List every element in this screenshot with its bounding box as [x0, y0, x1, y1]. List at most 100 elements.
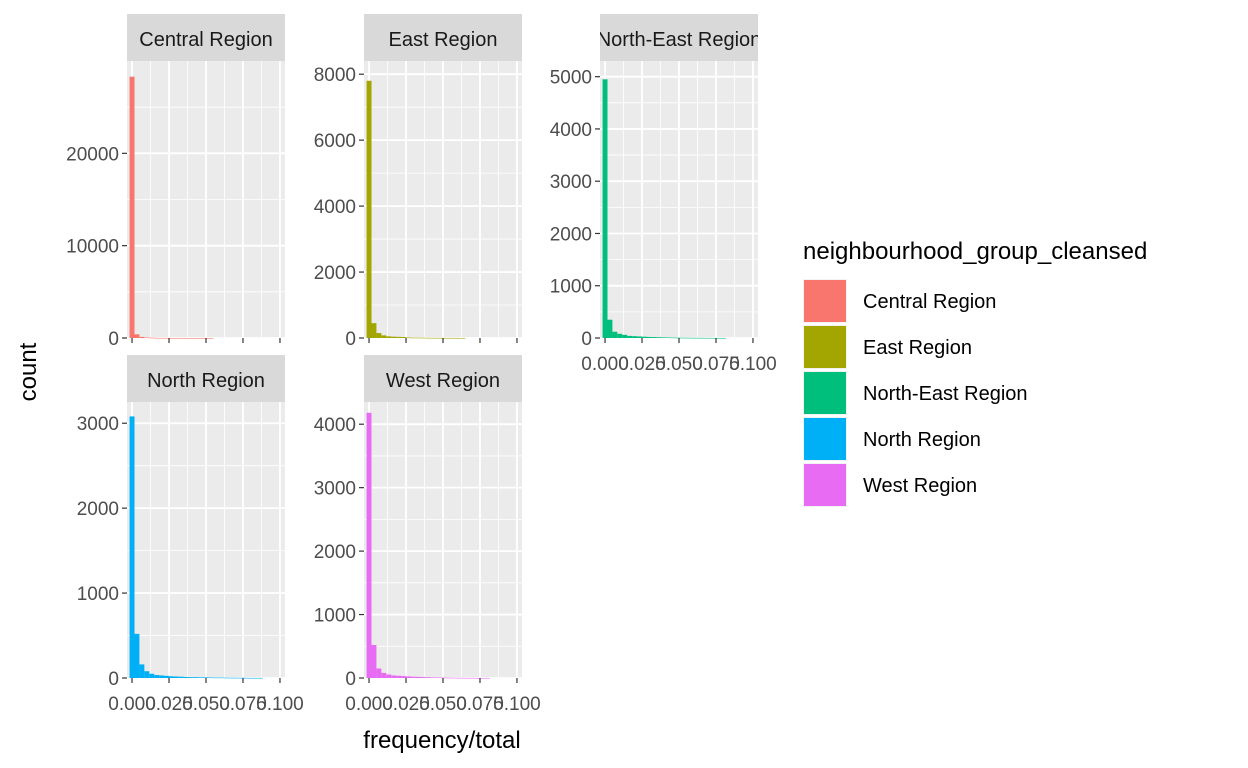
facet-panel: North Region 0 1000 2000 3000 0.0000.0250.050…	[77, 355, 304, 715]
histogram-bar	[169, 337, 174, 339]
histogram-bar	[691, 337, 697, 339]
histogram-bar	[401, 337, 407, 338]
histogram-bar	[484, 677, 490, 679]
legend-label: West Region	[863, 475, 977, 497]
histogram-bar	[154, 337, 160, 339]
legend: neighbourhood_group_cleansed Central Reg…	[803, 238, 1147, 507]
histogram-bar	[381, 672, 387, 678]
histogram-bar	[406, 337, 411, 339]
histogram-bar	[198, 337, 204, 339]
histogram-bar	[671, 337, 677, 339]
histogram-bar	[420, 677, 426, 678]
facet-panel: West Region010002000300040000.0000.0250.…	[314, 355, 541, 715]
histogram-bar	[396, 336, 402, 338]
legend-label: North Region	[863, 429, 981, 451]
histogram-bar	[188, 337, 194, 339]
histogram-bar	[701, 337, 707, 339]
facet-panel: East Region 0 2000 4000 6000 8000	[314, 14, 522, 350]
histogram-bar	[617, 333, 623, 338]
histogram-bar	[415, 676, 421, 678]
histogram-bar	[208, 677, 214, 679]
x-tick-label: 0.025	[618, 354, 666, 375]
histogram-bar	[159, 675, 165, 678]
histogram-bar	[178, 337, 184, 339]
histogram-bar	[188, 677, 194, 678]
histogram-bar	[646, 336, 652, 338]
histogram-bar	[159, 337, 165, 339]
histogram-bar	[681, 337, 687, 339]
histogram-bar	[371, 323, 377, 338]
histogram-bar	[129, 76, 135, 339]
histogram-bar	[445, 677, 451, 679]
histogram-bar	[420, 337, 426, 339]
histogram-bar	[223, 677, 229, 679]
facet-strip	[127, 355, 285, 402]
histogram-bar	[435, 677, 441, 679]
y-tick-label: 10000	[66, 237, 119, 258]
histogram-bar	[169, 676, 174, 678]
histogram-bar	[228, 677, 234, 679]
facet-strip-label: North-East Region	[597, 29, 762, 51]
histogram-bar	[651, 337, 657, 338]
histogram-bar	[178, 676, 184, 678]
histogram-bar	[711, 337, 716, 339]
x-tick-label: 0.100	[256, 694, 304, 715]
histogram-bar	[470, 677, 476, 679]
histogram-bar	[154, 675, 160, 678]
histogram-bar	[406, 676, 411, 678]
legend-key	[804, 464, 846, 506]
histogram-bar	[252, 677, 258, 679]
histogram-bar	[627, 335, 633, 338]
histogram-bar	[637, 336, 643, 338]
facet-strip-label: West Region	[386, 370, 500, 392]
histogram-bar	[401, 676, 407, 678]
x-tick-label: 0.050	[182, 694, 230, 715]
histogram-bar	[696, 337, 702, 339]
histogram-bar	[144, 337, 150, 339]
histogram-bar	[381, 335, 387, 338]
facet-strip-label: North Region	[147, 370, 265, 392]
legend-label: North-East Region	[863, 383, 1028, 405]
histogram-bar	[242, 677, 248, 679]
histogram-bar	[183, 337, 189, 339]
histogram-bar	[410, 337, 416, 339]
histogram-bar	[129, 416, 135, 678]
y-tick-label: 2000	[314, 263, 356, 284]
x-tick-label: 0.025	[145, 694, 193, 715]
histogram-bar	[720, 337, 726, 339]
histogram-bar	[386, 336, 392, 338]
x-tick-label: 0.075	[219, 694, 267, 715]
histogram-bar	[139, 336, 145, 338]
histogram-bar	[479, 677, 485, 679]
histogram-bar	[391, 336, 397, 338]
facet-strip	[364, 355, 522, 402]
histogram-bar	[425, 677, 431, 678]
histogram-bar	[676, 337, 682, 339]
histogram-bar	[440, 677, 446, 679]
histogram-bar	[386, 674, 392, 678]
histogram-bar	[656, 337, 662, 338]
histogram-bar	[233, 677, 239, 679]
histogram-bars	[602, 79, 726, 339]
histogram-bar	[607, 319, 613, 338]
y-tick-label: 0	[345, 669, 356, 690]
histogram-bar	[435, 337, 441, 339]
legend-key	[804, 326, 846, 368]
facet-panel: North-East Region 0 1000 2000 3000 4000 5000 0.…	[550, 14, 777, 375]
histogram-bar	[450, 677, 456, 679]
y-tick-label: 20000	[66, 144, 119, 165]
histogram-bar	[706, 337, 712, 339]
x-tick-label: 0.050	[419, 694, 467, 715]
histogram-bar	[366, 412, 372, 678]
histogram-bar	[376, 668, 382, 678]
y-tick-label: 2000	[77, 499, 119, 520]
histogram-bar	[632, 336, 638, 338]
histogram-bar	[371, 645, 377, 678]
histogram-bars	[129, 416, 263, 679]
histogram-bar	[247, 677, 253, 679]
legend-key	[804, 280, 846, 322]
histogram-bar	[173, 337, 179, 339]
histogram-bar	[238, 677, 243, 679]
